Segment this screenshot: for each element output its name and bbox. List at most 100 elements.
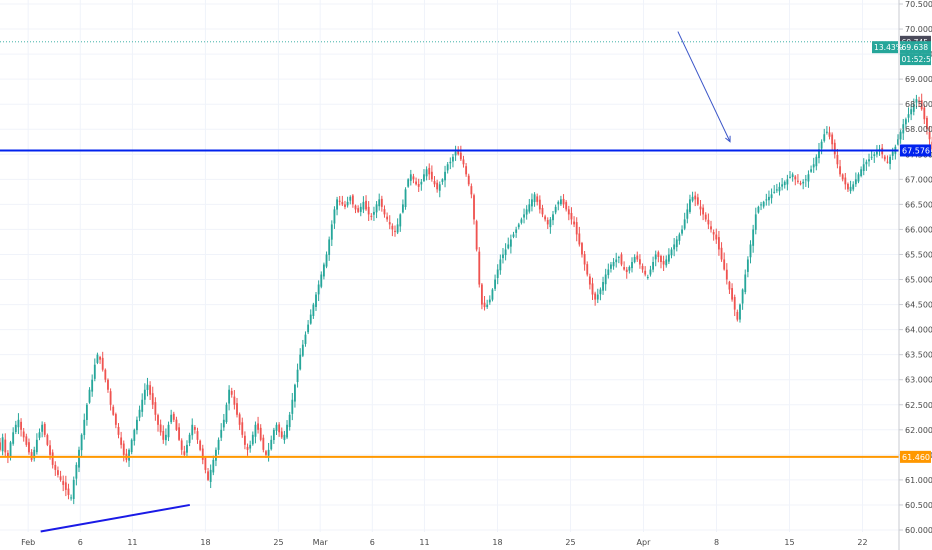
candle-body-down — [412, 176, 415, 180]
candle-body-up — [891, 151, 894, 156]
candle-body-up — [604, 274, 607, 285]
candle-body-up — [496, 269, 499, 278]
price-axis[interactable]: 60.00060.50061.00061.50062.00062.50063.0… — [899, 0, 932, 535]
candle-body-up — [93, 364, 96, 379]
candle-body-up — [228, 389, 231, 404]
candle-body-up — [825, 131, 828, 133]
candle-body-up — [1, 437, 4, 452]
x-tick-label: 6 — [78, 538, 83, 547]
candle-body-up — [296, 369, 299, 383]
candle-body-down — [0, 442, 1, 450]
candle-body-down — [644, 270, 647, 275]
candle-body-down — [114, 414, 117, 425]
candle-body-down — [64, 482, 67, 490]
horizontal-levels[interactable] — [0, 41, 899, 458]
candle-body-down — [886, 161, 889, 163]
y-tick-label: 70.000 — [905, 25, 932, 34]
candle-body-up — [786, 179, 789, 185]
candle-body-down — [4, 439, 7, 453]
candle-body-up — [83, 419, 86, 436]
candle-body-up — [610, 264, 612, 269]
candle-body-down — [151, 393, 154, 405]
candle-body-down — [926, 117, 928, 130]
candle-body-down — [428, 167, 431, 175]
candle-body-down — [22, 431, 25, 438]
candle-body-up — [849, 186, 852, 192]
candle-body-up — [222, 419, 225, 428]
candle-body-up — [85, 404, 88, 420]
candle-body-up — [217, 439, 220, 450]
level-price-label: 67.576 — [902, 146, 930, 155]
candle-body-up — [768, 196, 770, 201]
candle-body-up — [810, 169, 813, 172]
candle-body-down — [180, 440, 183, 450]
candle-body-down — [233, 396, 236, 405]
time-axis[interactable]: Feb 6 11 18 25 Mar 6 11 18 25 Apr 8 15 22 — [21, 538, 868, 547]
candle-body-down — [733, 297, 736, 310]
candle-body-up — [96, 354, 99, 363]
candle-body-up — [781, 184, 784, 187]
candle-body-up — [670, 249, 673, 256]
candle-body-up — [291, 399, 294, 414]
candle-body-up — [191, 424, 194, 436]
candle-body-up — [444, 171, 446, 181]
candle-body-up — [307, 324, 310, 333]
x-tick-label: 11 — [127, 538, 137, 547]
candle-body-up — [249, 444, 252, 449]
candle-body-up — [899, 131, 902, 140]
candle-body-down — [536, 196, 539, 202]
drawing-annotations[interactable] — [40, 31, 731, 533]
candle-body-up — [449, 161, 452, 164]
candle-body-down — [99, 356, 101, 360]
candle-body-up — [615, 259, 618, 263]
candle-body-down — [46, 435, 49, 445]
candle-body-up — [373, 211, 375, 215]
candle-body-up — [783, 181, 786, 186]
candle-body-up — [75, 464, 78, 479]
candle-body-up — [533, 194, 536, 203]
candle-body-up — [220, 429, 223, 438]
candle-body-up — [407, 179, 410, 187]
candle-body-up — [33, 449, 36, 459]
forecast-arrow-line[interactable] — [677, 31, 731, 142]
candle-body-up — [299, 354, 302, 370]
candle-body-up — [523, 214, 525, 218]
candle-body-down — [544, 216, 547, 220]
candle-body-up — [912, 104, 915, 112]
candle-body-down — [731, 288, 734, 300]
candle-body-up — [760, 204, 762, 206]
candle-body-down — [920, 100, 923, 110]
candle-body-up — [646, 277, 649, 279]
candle-body-down — [833, 142, 836, 155]
y-tick-label: 65.000 — [905, 276, 932, 285]
y-tick-label: 68.000 — [905, 125, 932, 134]
candle-body-up — [72, 479, 75, 499]
candle-body-up — [628, 267, 631, 271]
candle-body-down — [341, 202, 344, 205]
x-tick-label: 8 — [714, 538, 719, 547]
candle-body-down — [625, 269, 628, 273]
candle-body-up — [80, 434, 83, 451]
candle-body-up — [304, 334, 307, 344]
price-tag-label: 69.638 — [902, 43, 929, 52]
candle-body-down — [388, 222, 391, 225]
candle-body-up — [452, 156, 454, 162]
percent-change-label: 13.43% — [874, 43, 903, 52]
candle-body-up — [409, 174, 412, 181]
candle-body-down — [207, 471, 209, 480]
candle-body-down — [538, 199, 541, 210]
trend-line[interactable] — [40, 503, 190, 533]
candle-body-down — [107, 379, 109, 390]
candle-body-up — [401, 204, 404, 213]
candle-body-up — [254, 424, 257, 437]
candle-body-down — [259, 427, 262, 440]
candle-body-down — [462, 159, 465, 165]
candle-body-up — [531, 199, 533, 207]
candle-body-up — [396, 224, 399, 233]
y-tick-label: 70.500 — [905, 0, 932, 9]
candle-body-up — [897, 139, 899, 145]
candle-body-down — [841, 174, 844, 180]
